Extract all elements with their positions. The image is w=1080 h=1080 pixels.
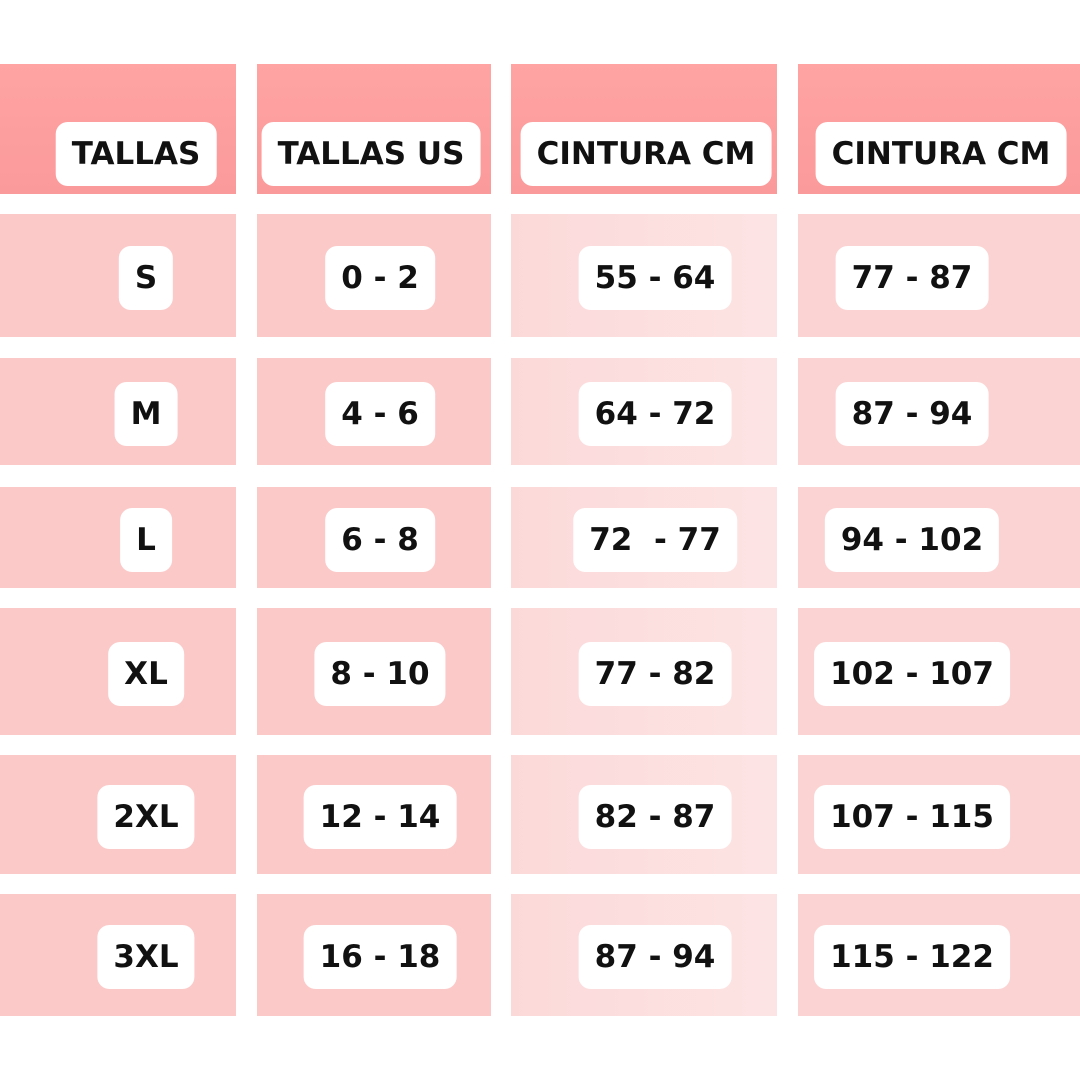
cell-label: CINTURA CM [520, 122, 772, 186]
cell-label: 82 - 87 [578, 784, 732, 849]
body-cell [0, 487, 236, 588]
cell-label: 4 - 6 [325, 381, 435, 446]
cell-label: 55 - 64 [578, 245, 732, 310]
cell-label: S [118, 245, 174, 310]
body-cell [0, 214, 236, 337]
cell-label: 3XL [97, 925, 195, 989]
cell-label: 107 - 115 [814, 784, 1010, 849]
cell-label: M [114, 381, 178, 446]
cell-label: 77 - 82 [578, 641, 732, 706]
cell-label: 87 - 94 [578, 925, 732, 989]
cell-label: TALLAS US [261, 122, 481, 186]
cell-label: 2XL [97, 784, 195, 849]
cell-label: 72 - 77 [573, 507, 737, 572]
cell-label: TALLAS [55, 122, 217, 186]
cell-label: 87 - 94 [835, 381, 989, 446]
cell-label: XL [108, 641, 184, 706]
cell-label: 77 - 87 [835, 245, 989, 310]
cell-label: CINTURA CM [815, 122, 1067, 186]
cell-label: 8 - 10 [314, 641, 446, 706]
cell-label: 6 - 8 [325, 507, 435, 572]
cell-label: 115 - 122 [814, 925, 1010, 989]
cell-label: 64 - 72 [578, 381, 732, 446]
cell-label: 94 - 102 [824, 507, 1000, 572]
cell-label: 12 - 14 [303, 784, 457, 849]
cell-label: 16 - 18 [303, 925, 457, 989]
cell-label: L [120, 507, 172, 572]
cell-label: 102 - 107 [814, 641, 1010, 706]
cell-label: 0 - 2 [325, 245, 435, 310]
